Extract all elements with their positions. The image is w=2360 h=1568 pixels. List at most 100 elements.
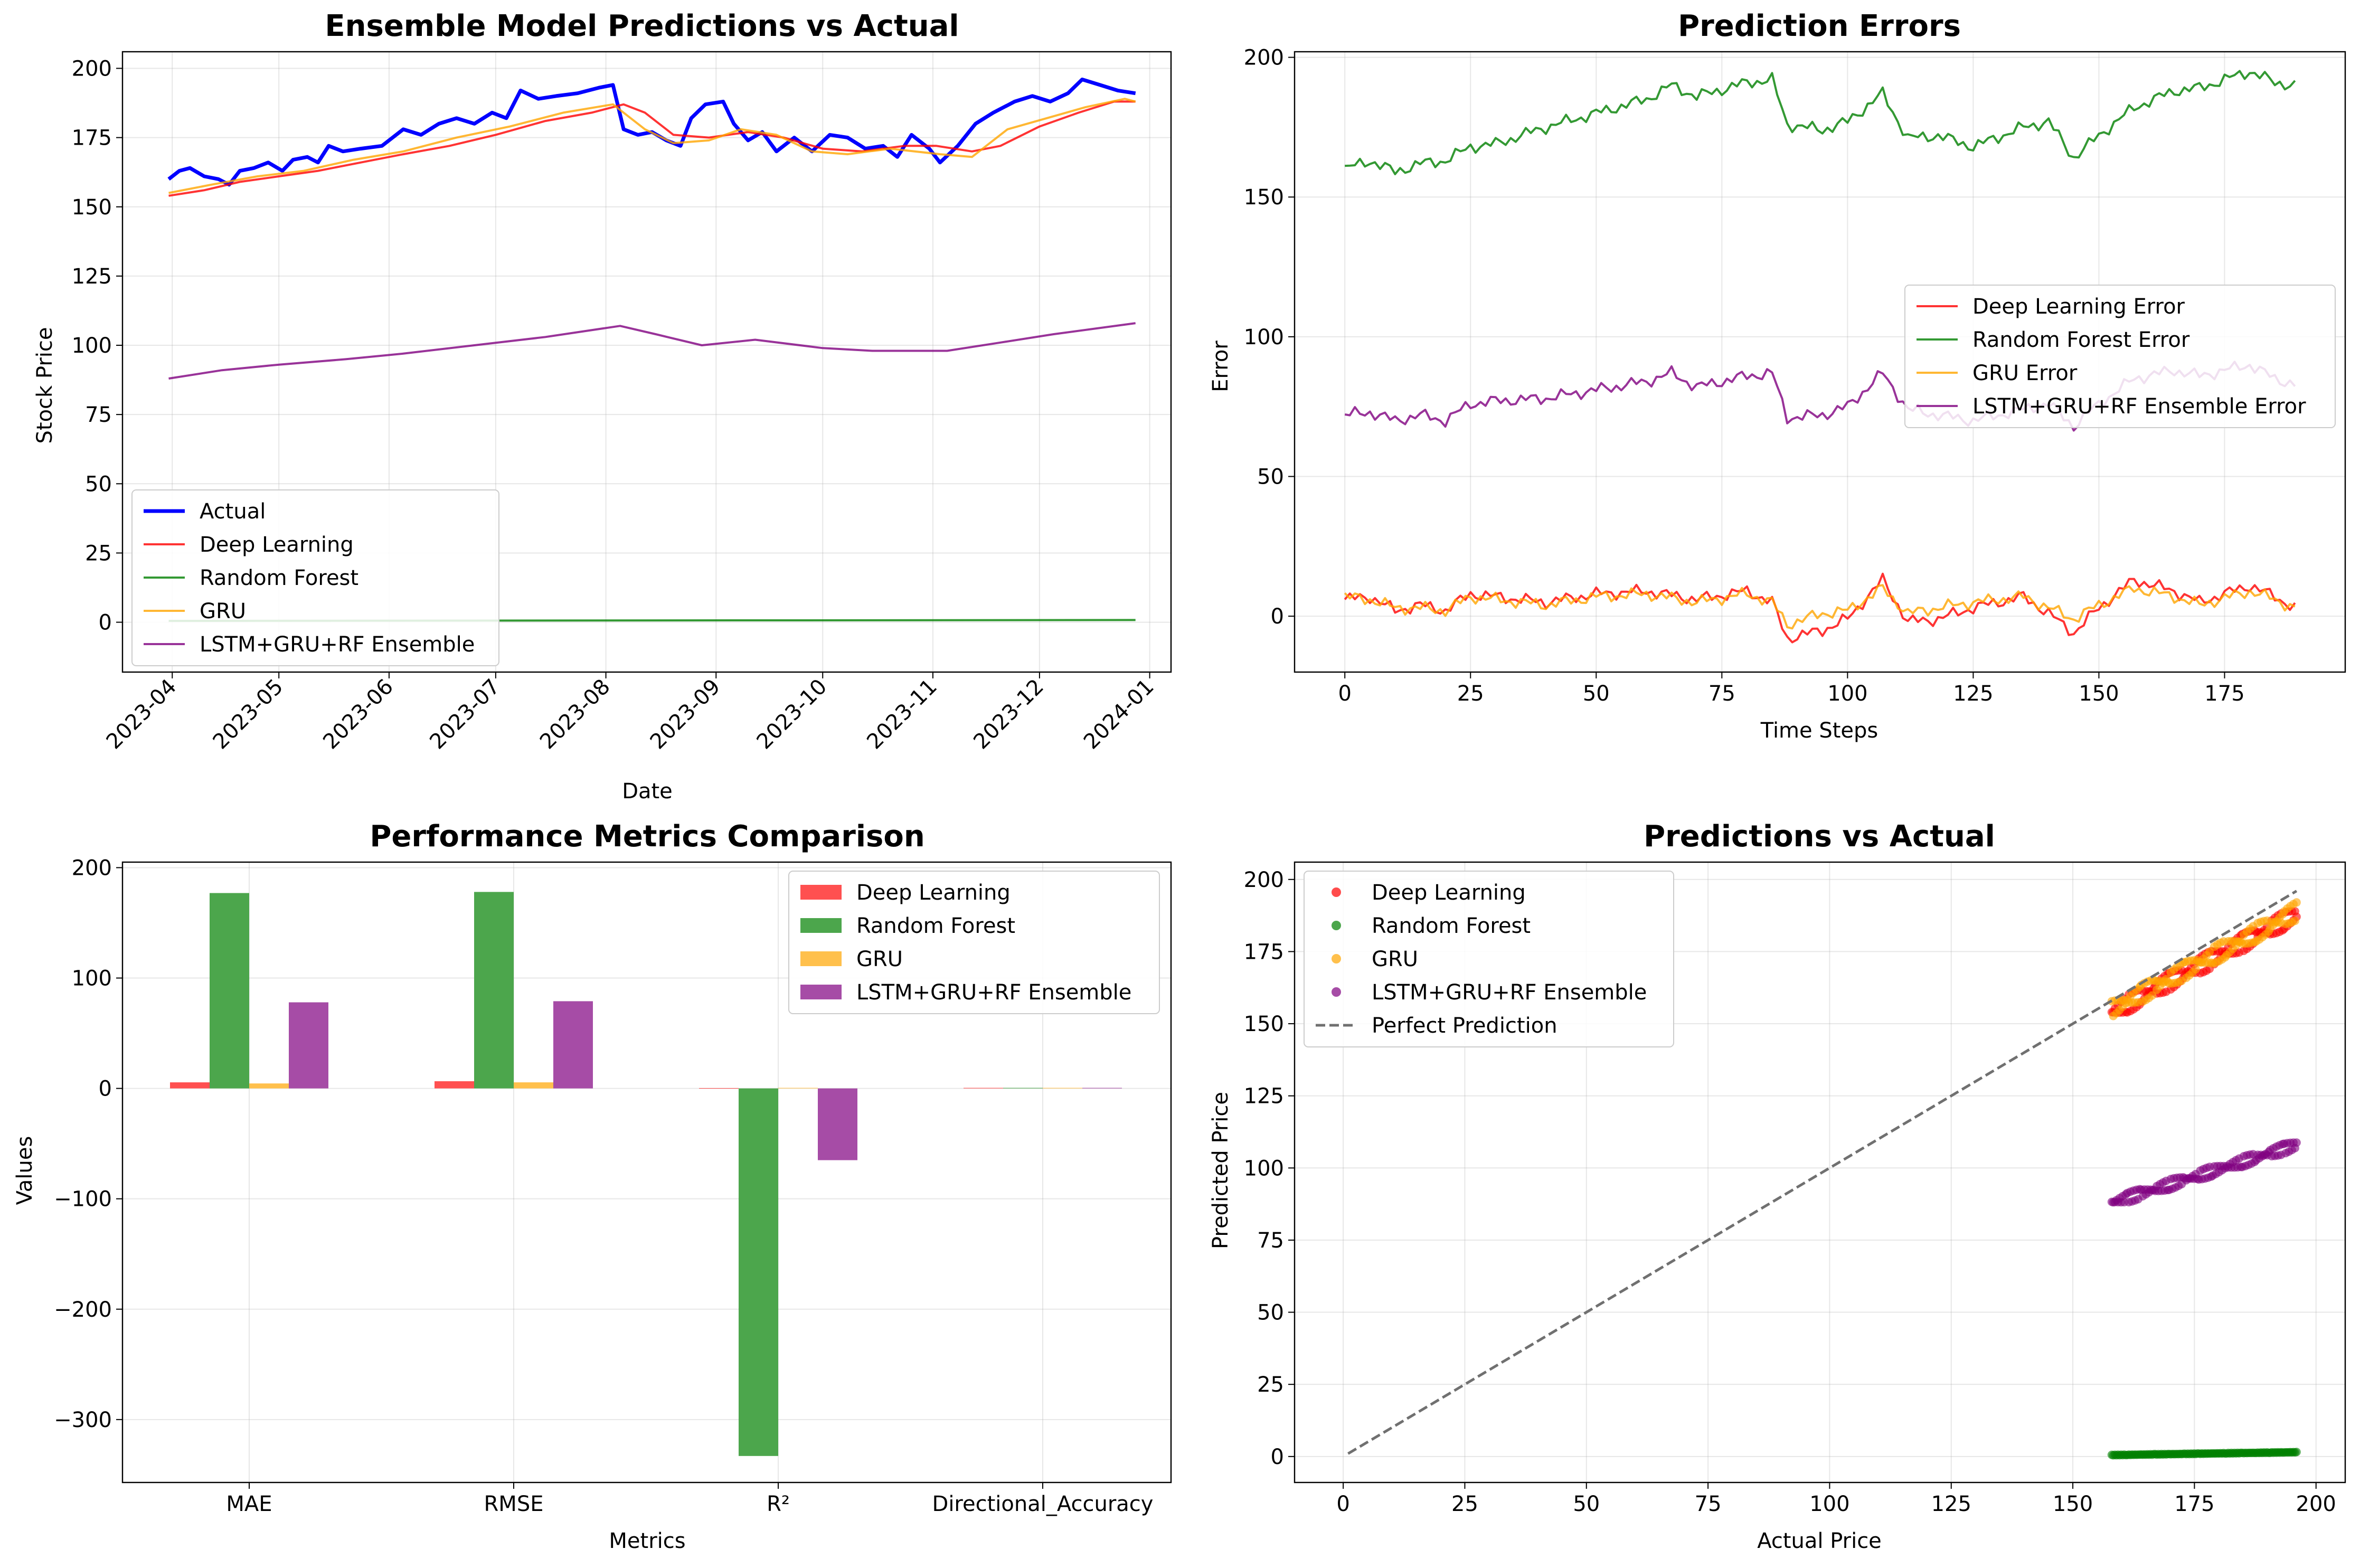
- y-axis-label: Stock Price: [33, 327, 57, 444]
- perfect-prediction-line: [1347, 890, 2298, 1455]
- y-tick-label: 200: [1244, 868, 1284, 892]
- scatter-point-random-forest: [2292, 1448, 2301, 1457]
- x-tick-label: 75: [1708, 682, 1735, 706]
- bar-gru: [514, 1082, 553, 1089]
- scatter-point-random-forest: [2149, 1450, 2158, 1459]
- bar-gru: [1043, 1088, 1082, 1089]
- legend-entry-label: Deep Learning: [856, 881, 1011, 905]
- y-tick-label: 125: [1244, 1084, 1284, 1109]
- panel-predictions-scatter: Predictions vs Actual Actual Price Predi…: [1209, 819, 2346, 1553]
- y-tick-label: 75: [1257, 1229, 1284, 1253]
- y-tick-label: 150: [1244, 1012, 1284, 1036]
- scatter-point-random-forest: [2135, 1450, 2144, 1459]
- error-line-deep-learning-error: [1344, 572, 2296, 644]
- legend-swatch: [1332, 987, 1341, 997]
- scatter-point-gru: [2134, 998, 2142, 1007]
- y-axis-label: Predicted Price: [1209, 1092, 1233, 1249]
- scatter-point-lstm-gru-rf-ensemble: [2264, 1148, 2273, 1157]
- x-axis-label: Time Steps: [1760, 719, 1878, 743]
- bar-gru: [778, 1088, 818, 1089]
- x-tick-label: 0: [1336, 1492, 1349, 1516]
- legend-entry-label: GRU: [1372, 947, 1418, 971]
- scatter-point-gru: [2264, 927, 2273, 936]
- scatter-point-gru: [2135, 983, 2144, 991]
- x-tick-label: 50: [1573, 1492, 1600, 1516]
- y-tick-label: 100: [72, 967, 112, 991]
- scatter-point-deep-learning: [2235, 948, 2244, 957]
- scatter-point-gru: [2290, 917, 2299, 925]
- x-tick-label: RMSE: [484, 1492, 544, 1516]
- scatter-point-lstm-gru-rf-ensemble: [2221, 1164, 2230, 1173]
- x-tick-label: 25: [1451, 1492, 1478, 1516]
- scatter-point-random-forest: [2179, 1449, 2188, 1458]
- y-tick-label: 100: [1244, 325, 1284, 350]
- chart-title: Ensemble Model Predictions vs Actual: [325, 9, 959, 43]
- legend-swatch: [800, 918, 842, 933]
- scatter-point-gru: [2219, 937, 2228, 946]
- x-tick-label: 150: [2053, 1492, 2093, 1516]
- scatter-point-gru: [2205, 948, 2214, 957]
- x-tick-label: 25: [1457, 682, 1484, 706]
- scatter-point-random-forest: [2250, 1448, 2259, 1457]
- y-tick-label: 0: [1271, 604, 1284, 629]
- scatter-point-random-forest: [2221, 1449, 2230, 1458]
- chart-title: Predictions vs Actual: [1644, 819, 1995, 854]
- legend-entry-label: LSTM+GRU+RF Ensemble: [1372, 980, 1647, 1005]
- scatter-point-lstm-gru-rf-ensemble: [2163, 1186, 2172, 1195]
- y-tick-label: 125: [72, 265, 112, 289]
- scatter-point-deep-learning: [2161, 987, 2170, 996]
- x-tick-label: 50: [1583, 682, 1610, 706]
- scatter-point-gru: [2249, 922, 2258, 931]
- bar-deep-learning: [170, 1082, 210, 1089]
- scatter-point-random-forest: [2163, 1450, 2172, 1459]
- scatter-point-gru: [2277, 918, 2286, 927]
- y-tick-label: 200: [72, 856, 112, 880]
- y-tick-label: 150: [72, 195, 112, 220]
- axes-frame: [1294, 861, 2346, 1484]
- bar-lstm-gru-rf-ensemble: [553, 1001, 593, 1089]
- scatter-point-lstm-gru-rf-ensemble: [2193, 1174, 2202, 1183]
- legend-swatch: [1332, 887, 1341, 897]
- scatter-point-gru: [2236, 937, 2245, 946]
- bar-random-forest: [1003, 1088, 1043, 1089]
- y-tick-label: 200: [1244, 46, 1284, 70]
- legend-entry-label: LSTM+GRU+RF Ensemble: [200, 632, 475, 657]
- y-tick-label: 25: [85, 541, 112, 565]
- scatter-point-random-forest: [2121, 1451, 2130, 1460]
- axes-frame: [121, 51, 1172, 673]
- legend-entry-label: GRU Error: [1972, 361, 2078, 385]
- x-tick-label: MAE: [226, 1492, 272, 1516]
- scatter-point-lstm-gru-rf-ensemble: [2161, 1176, 2170, 1185]
- scatter-point-lstm-gru-rf-ensemble: [2177, 1179, 2186, 1188]
- bar-random-forest: [739, 1088, 778, 1456]
- legend-swatch: [1332, 954, 1341, 964]
- y-tick-label: 0: [1271, 1445, 1284, 1469]
- scatter-point-gru: [2250, 938, 2259, 947]
- y-axis-label: Values: [13, 1136, 37, 1205]
- y-tick-label: 0: [99, 611, 112, 635]
- scatter-point-gru: [2262, 916, 2271, 925]
- panel-predictions-vs-actual-timeseries: Ensemble Model Predictions vs Actual Dat…: [33, 9, 1172, 804]
- scatter-point-lstm-gru-rf-ensemble: [2205, 1163, 2214, 1172]
- series-line-gru: [168, 98, 1136, 194]
- series-line-lstm-gru-rf-ensemble: [168, 322, 1136, 380]
- scatter-point-gru: [2207, 958, 2216, 967]
- scatter-point-gru: [2292, 898, 2301, 907]
- y-tick-label: −100: [54, 1187, 112, 1212]
- legend-entry-label: Random Forest Error: [1972, 328, 2190, 352]
- bar-deep-learning: [699, 1088, 739, 1089]
- x-tick-label: 100: [1827, 682, 1867, 706]
- y-tick-label: 50: [1257, 1301, 1284, 1325]
- legend-entry-label: Random Forest: [1372, 914, 1531, 938]
- bar-random-forest: [474, 892, 514, 1089]
- bar-deep-learning: [964, 1088, 1003, 1089]
- legend-swatch: [800, 951, 842, 966]
- x-tick-label: 200: [2296, 1492, 2336, 1516]
- x-tick-label: 100: [1809, 1492, 1849, 1516]
- legend-swatch: [800, 985, 842, 999]
- legend-entry-label: LSTM+GRU+RF Ensemble: [856, 980, 1131, 1005]
- y-tick-label: 175: [72, 126, 112, 150]
- legend-box: [788, 871, 1160, 1014]
- x-axis-label: Date: [622, 779, 673, 804]
